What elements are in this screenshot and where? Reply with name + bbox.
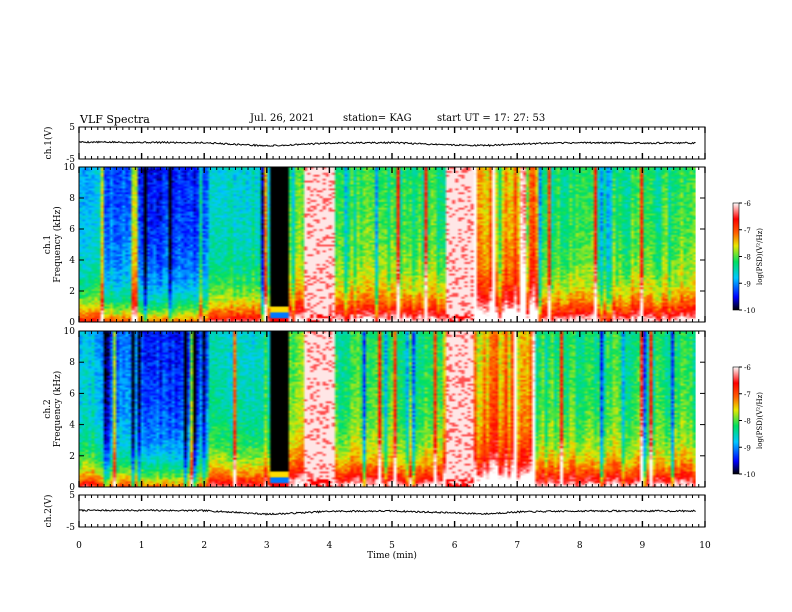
y-tick-label: 6: [69, 389, 75, 399]
waveform-trace-ch1: [78, 140, 696, 148]
y-tick-label: 8: [69, 358, 75, 368]
y-tick-label: 4: [69, 256, 75, 266]
y-tick-label: 8: [69, 194, 75, 204]
colorbar-tick-label: -6: [744, 364, 751, 372]
spectrogram-ylabel-ch2: Frequency (kHz): [52, 371, 63, 448]
y-tick-label: 0: [69, 318, 75, 328]
x-tick-label: 6: [452, 541, 458, 551]
y-tick-label: 0: [69, 483, 75, 493]
spectrogram-channel-label-ch1: ch.1: [43, 235, 53, 254]
colorbar-tick-label: -10: [744, 471, 755, 479]
colorbar-tick-label: -8: [744, 418, 751, 426]
x-tick-label: 8: [577, 541, 583, 551]
y-tick-label: 5: [69, 123, 75, 133]
colorbar-tick-label: -9: [744, 444, 751, 452]
x-tick-label: 10: [699, 541, 711, 551]
y-tick-label: 2: [69, 452, 75, 462]
colorbar-ch2: [732, 366, 740, 475]
x-tick-label: 7: [514, 541, 520, 551]
date-label: Jul. 26, 2021: [250, 113, 315, 124]
x-tick-label: 0: [76, 541, 82, 551]
y-tick-label: 5: [69, 491, 75, 501]
colorbar-label-ch1: log(PSD)(V²/Hz): [756, 228, 764, 285]
x-tick-label: 2: [201, 541, 207, 551]
colorbar-tick-label: -7: [744, 391, 751, 399]
y-tick-label: 6: [69, 225, 75, 235]
colorbar-label-ch2: log(PSD)(V²/Hz): [756, 392, 764, 449]
colorbar-tick-label: -7: [744, 227, 751, 235]
spectrogram-image-ch1: [79, 167, 696, 322]
x-tick-label: 9: [640, 541, 646, 551]
colorbar-ch1: [732, 202, 740, 311]
x-tick-label: 3: [264, 541, 270, 551]
y-tick-label: 10: [64, 163, 76, 173]
colorbar-tick-label: -8: [744, 254, 751, 262]
station-label: station= KAG: [343, 113, 412, 124]
colorbar-tick-label: -10: [744, 307, 755, 315]
y-tick-label: -5: [66, 155, 75, 165]
start-ut-label: start UT = 17: 27: 53: [437, 113, 546, 124]
y-tick-label: 2: [69, 287, 75, 297]
x-axis-label: Time (min): [367, 550, 417, 561]
colorbar-tick-label: -9: [744, 280, 751, 288]
spectrogram-channel-label-ch2: ch.2: [43, 399, 53, 418]
spectrogram-ylabel-ch1: Frequency (kHz): [52, 206, 63, 283]
spectrogram-image-ch2: [79, 331, 696, 487]
chart-title: VLF Spectra: [80, 113, 150, 126]
x-tick-label: 4: [327, 541, 333, 551]
waveform-trace-ch2: [78, 508, 696, 516]
x-tick-label: 5: [389, 541, 395, 551]
waveform-ylabel-ch1: ch.1(V): [43, 127, 54, 160]
y-tick-label: 4: [69, 421, 75, 431]
y-tick-label: -5: [66, 523, 75, 533]
colorbar-tick-label: -6: [744, 200, 751, 208]
x-tick-label: 1: [139, 541, 145, 551]
y-tick-label: 10: [64, 327, 76, 337]
waveform-ylabel-ch2: ch.2(V): [43, 495, 54, 528]
